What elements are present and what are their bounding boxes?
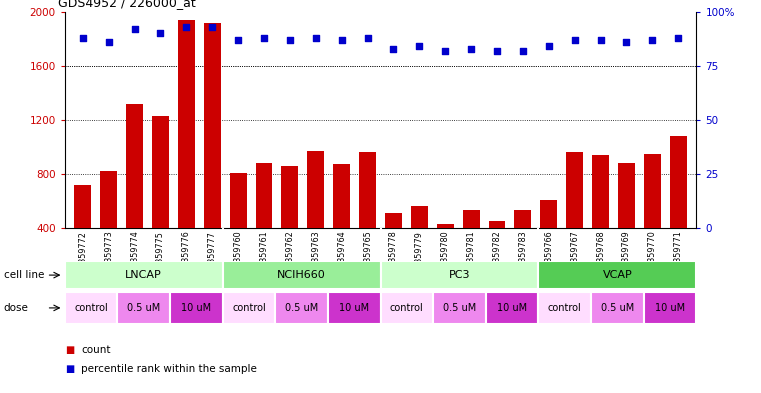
Bar — [65, 261, 223, 289]
Bar — [307, 151, 324, 282]
Bar — [117, 292, 170, 324]
Bar — [437, 224, 454, 282]
Bar — [566, 152, 583, 282]
Text: ■: ■ — [65, 345, 74, 355]
Bar — [411, 206, 428, 282]
Bar — [282, 166, 298, 282]
Point — [465, 45, 477, 51]
Bar — [644, 154, 661, 282]
Point — [491, 48, 503, 54]
Point — [413, 43, 425, 50]
Bar — [359, 152, 376, 282]
Bar — [514, 210, 531, 282]
Text: VCAP: VCAP — [603, 270, 632, 280]
Point — [103, 39, 115, 45]
Text: 10 uM: 10 uM — [339, 303, 369, 313]
Text: control: control — [548, 303, 581, 313]
Point — [439, 48, 451, 54]
Text: control: control — [232, 303, 266, 313]
Text: control: control — [390, 303, 424, 313]
Bar — [380, 292, 433, 324]
Bar — [223, 292, 275, 324]
Text: dose: dose — [4, 303, 29, 313]
Bar — [170, 292, 223, 324]
Text: 0.5 uM: 0.5 uM — [127, 303, 161, 313]
Bar — [486, 292, 539, 324]
Text: PC3: PC3 — [449, 270, 470, 280]
Bar — [230, 173, 247, 282]
Point — [543, 43, 555, 50]
Point — [232, 37, 244, 43]
Bar — [275, 292, 328, 324]
Bar — [65, 292, 117, 324]
Point — [594, 37, 607, 43]
Bar — [539, 261, 696, 289]
Text: 0.5 uM: 0.5 uM — [600, 303, 634, 313]
Bar — [380, 261, 539, 289]
Point — [284, 37, 296, 43]
Point — [646, 37, 658, 43]
Text: NCIH660: NCIH660 — [277, 270, 326, 280]
Bar — [223, 261, 380, 289]
Bar — [385, 213, 402, 282]
Point — [129, 26, 141, 32]
Bar — [100, 171, 117, 282]
Bar — [333, 164, 350, 282]
Bar — [489, 221, 505, 282]
Point — [77, 35, 89, 41]
Bar — [592, 155, 609, 282]
Text: LNCAP: LNCAP — [126, 270, 162, 280]
Bar — [463, 210, 479, 282]
Point — [310, 35, 322, 41]
Text: GDS4952 / 226000_at: GDS4952 / 226000_at — [59, 0, 196, 9]
Text: 10 uM: 10 uM — [181, 303, 212, 313]
Bar — [328, 292, 380, 324]
Text: count: count — [81, 345, 111, 355]
Bar — [126, 104, 143, 282]
Point — [206, 24, 218, 30]
Text: ■: ■ — [65, 364, 74, 375]
Point — [672, 35, 684, 41]
Text: 0.5 uM: 0.5 uM — [443, 303, 476, 313]
Bar — [644, 292, 696, 324]
Point — [336, 37, 348, 43]
Bar — [618, 163, 635, 282]
Bar — [75, 185, 91, 282]
Point — [517, 48, 529, 54]
Point — [180, 24, 193, 30]
Text: 0.5 uM: 0.5 uM — [285, 303, 318, 313]
Bar — [540, 200, 557, 282]
Point — [568, 37, 581, 43]
Bar — [539, 292, 591, 324]
Bar — [670, 136, 686, 282]
Bar — [204, 22, 221, 282]
Point — [258, 35, 270, 41]
Point — [387, 45, 400, 51]
Point — [620, 39, 632, 45]
Text: percentile rank within the sample: percentile rank within the sample — [81, 364, 257, 375]
Bar — [433, 292, 486, 324]
Bar — [152, 116, 169, 282]
Text: cell line: cell line — [4, 270, 44, 280]
Point — [154, 30, 167, 37]
Bar — [591, 292, 644, 324]
Point — [361, 35, 374, 41]
Text: 10 uM: 10 uM — [655, 303, 685, 313]
Bar — [178, 20, 195, 282]
Text: control: control — [74, 303, 108, 313]
Bar — [256, 163, 272, 282]
Text: 10 uM: 10 uM — [497, 303, 527, 313]
